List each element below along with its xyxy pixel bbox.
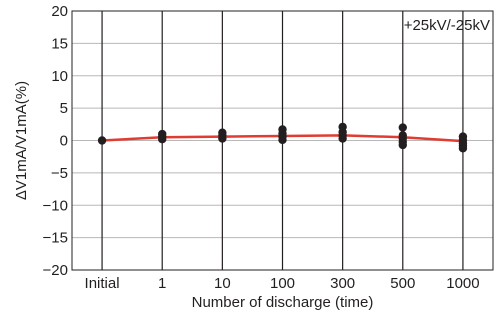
data-point bbox=[398, 123, 407, 132]
y-tick-label: −15 bbox=[43, 230, 68, 247]
x-tick-label: 1 bbox=[158, 275, 166, 292]
y-tick-label: 0 bbox=[60, 133, 68, 150]
x-axis-label: Number of discharge (time) bbox=[192, 294, 374, 311]
x-tick-labels: Initial 1 10 100 300 500 1000 bbox=[85, 275, 480, 292]
chart-annotation: +25kV/-25kV bbox=[404, 17, 490, 34]
y-tick-label: 15 bbox=[51, 35, 68, 52]
x-tick-label: Initial bbox=[85, 275, 120, 292]
data-point bbox=[458, 144, 468, 153]
y-tick-label: 5 bbox=[60, 100, 68, 117]
x-tick-label: 100 bbox=[270, 275, 295, 292]
x-tick-label: 1000 bbox=[446, 275, 479, 292]
plot-frame bbox=[71, 10, 494, 271]
y-tick-label: −20 bbox=[43, 262, 68, 279]
x-tick-label: 10 bbox=[214, 275, 231, 292]
data-point bbox=[158, 135, 167, 144]
y-tick-label: −10 bbox=[43, 197, 68, 214]
y-axis-label: ΔV1mA/V1mA(%) bbox=[13, 81, 30, 200]
y-tick-label: 20 bbox=[51, 3, 68, 20]
x-tick-label: 500 bbox=[390, 275, 415, 292]
data-point bbox=[218, 134, 227, 143]
data-point bbox=[338, 134, 347, 143]
data-point bbox=[97, 136, 107, 145]
data-point bbox=[278, 135, 287, 145]
y-tick-label: −5 bbox=[51, 165, 68, 182]
x-tick-label: 300 bbox=[330, 275, 355, 292]
data-point bbox=[398, 140, 407, 150]
y-tick-labels: 20 15 10 5 0 −5 −10 −15 −20 bbox=[43, 3, 68, 279]
series-layer bbox=[97, 122, 468, 153]
y-tick-label: 10 bbox=[51, 68, 68, 85]
